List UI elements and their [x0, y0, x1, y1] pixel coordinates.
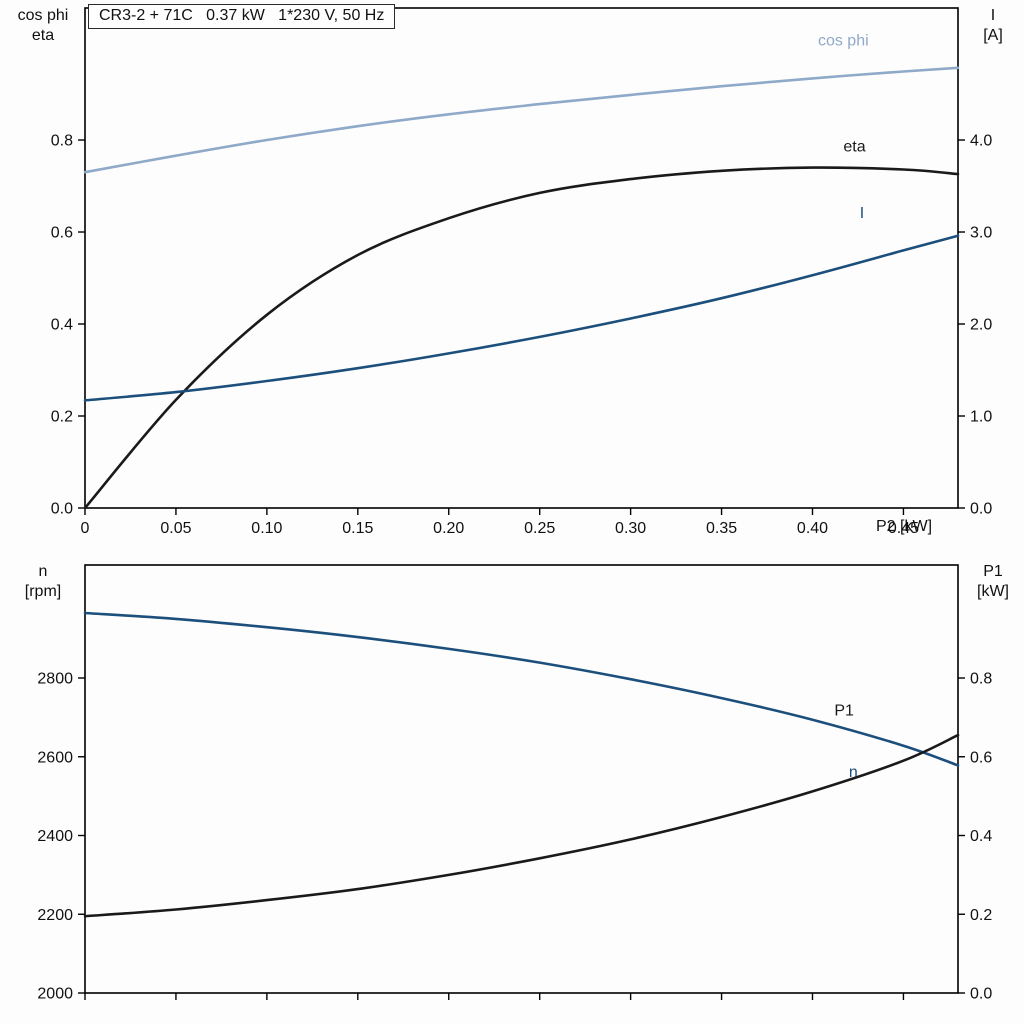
plot-frame-1: [84, 564, 959, 994]
current-axis-unit: [A]: [983, 27, 1003, 44]
right-tick-label: 4.0: [970, 133, 992, 150]
cos-phi-axis-label: cos phi: [17, 7, 69, 24]
right-tick-label: 0.6: [970, 749, 992, 766]
x-tick-label: 0.05: [160, 520, 191, 537]
right-tick-label: 2.0: [970, 317, 992, 334]
left-tick-label: 0.4: [51, 317, 73, 334]
x-tick-label: 0.15: [342, 520, 373, 537]
curve-label-n: n: [849, 764, 858, 781]
left-tick-label: 2600: [37, 749, 73, 766]
current-axis-label: I: [990, 7, 996, 24]
curve-eta: [83, 166, 960, 510]
speed-axis-unit: [rpm]: [24, 583, 62, 600]
right-tick-label: 1.0: [970, 409, 992, 426]
left-tick-label: 0.8: [51, 133, 73, 150]
curve-label-cos-phi: cos phi: [818, 33, 869, 50]
left-tick-label: 2800: [37, 671, 73, 688]
x-tick-label: 0.40: [797, 520, 828, 537]
curve-label-p1: P1: [834, 702, 854, 719]
left-tick-label: 2000: [37, 986, 73, 1003]
x-tick-label: 0.20: [433, 520, 464, 537]
left-tick-label: 0.6: [51, 225, 73, 242]
power-axis-label: P1: [983, 563, 1003, 580]
x-axis-label: P2 [kW]: [876, 518, 933, 535]
plot-frame-0: [84, 7, 959, 509]
left-tick-label: 2200: [37, 907, 73, 924]
right-tick-label: 3.0: [970, 225, 992, 242]
right-tick-label: 0.8: [970, 671, 992, 688]
x-tick-label: 0.35: [706, 520, 737, 537]
top-right-axis-header: I [A]: [968, 6, 1018, 46]
x-tick-label: 0.10: [251, 520, 282, 537]
curve-n: [83, 611, 960, 767]
x-tick-label: 0.25: [524, 520, 555, 537]
left-tick-label: 2400: [37, 828, 73, 845]
left-tick-label: 0.2: [51, 409, 73, 426]
curve-p1: [83, 733, 960, 918]
x-tick-label: 0.45: [888, 520, 919, 537]
x-tick-label: 0.30: [615, 520, 646, 537]
x-tick-label: 0: [81, 520, 90, 537]
curve-i: [83, 234, 960, 402]
top-left-axis-header: cos phi eta: [4, 6, 82, 46]
bottom-left-axis-header: n [rpm]: [4, 562, 82, 602]
right-tick-label: 0.0: [970, 986, 992, 1003]
right-tick-label: 0.4: [970, 828, 992, 845]
bottom-right-axis-header: P1 [kW]: [966, 562, 1020, 602]
curve-label-eta: eta: [843, 139, 865, 156]
eta-axis-label: eta: [31, 27, 55, 44]
left-tick-label: 0.0: [51, 501, 73, 518]
power-axis-unit: [kW]: [977, 583, 1009, 600]
speed-axis-label: n: [38, 563, 48, 580]
right-tick-label: 0.0: [970, 501, 992, 518]
curve-cos-phi: [83, 66, 960, 174]
curve-label-i: I: [860, 205, 864, 222]
chart-title: CR3-2 + 71C 0.37 kW 1*230 V, 50 Hz: [88, 4, 396, 29]
right-tick-label: 0.2: [970, 907, 992, 924]
